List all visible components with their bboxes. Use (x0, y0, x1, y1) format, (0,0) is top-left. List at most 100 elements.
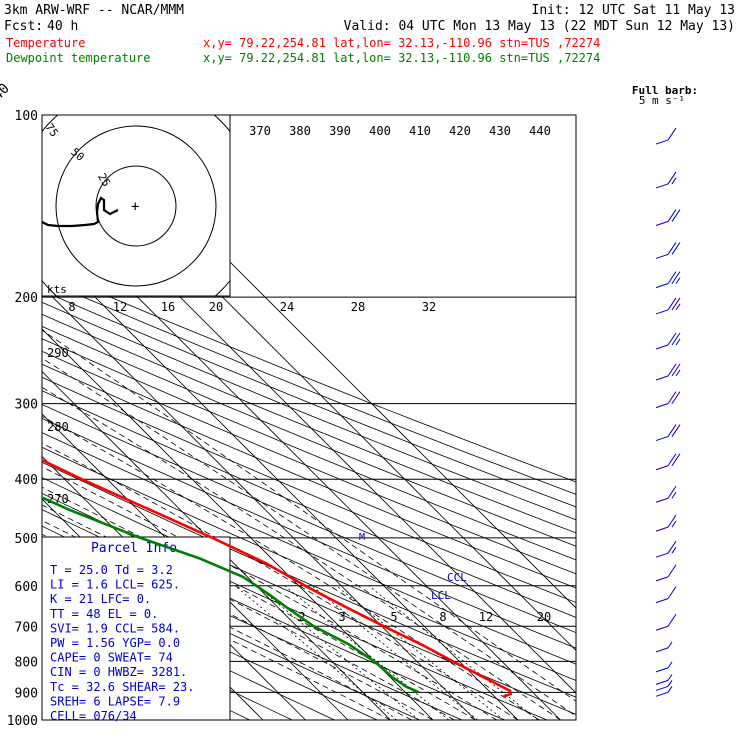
parcel-info-title: Parcel Info (91, 541, 177, 556)
dry-adiabat-line (42, 417, 576, 649)
isotherm-line (42, 370, 391, 720)
dry-adiabat-line (42, 432, 576, 665)
wind-barb (655, 297, 681, 315)
pressure-tick-label: 300 (15, 398, 38, 413)
hodograph-trace (41, 196, 119, 228)
hodograph: 75 50 25 + kts (41, 114, 231, 297)
wind-barb (655, 485, 677, 503)
isotherm-tick-label: 40 (0, 81, 13, 104)
moist-adiabat-line (42, 357, 576, 717)
wind-barb (655, 171, 677, 189)
legend-temperature-name: Temperature (6, 36, 85, 50)
parcel-info-row: TT = 48 EL = 0. (50, 607, 158, 621)
plot-frame (41, 114, 577, 721)
wind-barb (655, 514, 677, 532)
wind-barbs (655, 127, 681, 697)
parcel-info-row: Tc = 32.6 SHEAR= 23. (50, 680, 195, 694)
parcel-info-box: Parcel Info T = 25.0 Td = 3.2LI = 1.6 LC… (41, 536, 231, 723)
legend-temperature-info: x,y= 79.22,254.81 lat,lon= 32.13,-110.96… (203, 36, 600, 50)
wind-barb (655, 686, 673, 697)
wind-barb (655, 332, 681, 350)
isotherm-line (42, 413, 349, 720)
theta-label: 290 (47, 346, 69, 360)
wind-barb (655, 564, 677, 582)
mixing-ratio-lower-label: 8 (439, 610, 446, 624)
valid-time: Valid: 04 UTC Mon 13 May 13 (22 MDT Sun … (344, 19, 735, 34)
theta-e-label: 410 (409, 124, 431, 138)
dry-adiabat-line (42, 363, 576, 589)
wind-barb (655, 586, 677, 604)
hodograph-ring-25: 25 (95, 171, 113, 189)
init-time: Init: 12 UTC Sat 11 May 13 (532, 3, 736, 18)
pressure-tick-label: 100 (15, 109, 38, 124)
parcel-info-row: K = 21 LFC= 0. (50, 592, 151, 606)
theta-e-label: 400 (369, 124, 391, 138)
wind-barb (655, 453, 681, 471)
wind-barb (655, 127, 677, 145)
dewpoint-profile (42, 496, 420, 694)
dry-adiabat-line (42, 461, 576, 698)
dry-adiabat-line (42, 325, 576, 547)
dry-adiabat-line (42, 446, 576, 681)
mixing-ratio-lower-label: 3 (338, 610, 345, 624)
mixing-ratio-line (234, 585, 397, 720)
theta-e-label: 380 (289, 124, 311, 138)
moist-adiabat-line (42, 415, 540, 720)
pressure-tick-label: 900 (15, 686, 38, 701)
wind-barb (655, 641, 673, 653)
pressure-tick-label: 600 (15, 580, 38, 595)
wind-barb (655, 271, 681, 289)
pressure-tick-label: 800 (15, 655, 38, 670)
dry-adiabat-line (42, 278, 576, 495)
mixing-ratio-upper-label: 8 (68, 300, 75, 314)
wind-key-line1: Full barb: (632, 84, 698, 97)
mixing-ratio-line (368, 585, 539, 720)
isotherm-line (42, 328, 434, 720)
parcel-info-row: SVI= 1.9 CCL= 584. (50, 621, 180, 635)
mixing-ratio-lower-label: 12 (479, 610, 493, 624)
isotherm-line (42, 243, 519, 720)
parcel-info-row: CAPE= 0 SWEAT= 74 (50, 651, 173, 665)
wind-barb (655, 424, 681, 442)
theta-e-label: 390 (329, 124, 351, 138)
theta-e-label: 430 (489, 124, 511, 138)
pressure-tick-label: 500 (15, 532, 38, 547)
wind-barb (655, 391, 681, 409)
legend-dewpoint-name: Dewpoint temperature (6, 51, 151, 65)
pressure-tick-label: 700 (15, 620, 38, 635)
moist-adiabat-line (42, 442, 519, 720)
parcel-info-row: LI = 1.6 LCL= 625. (50, 578, 180, 592)
lcl-label: LCL (431, 589, 451, 602)
mixing-ratio-upper-label: 28 (351, 300, 365, 314)
mixing-ratio-upper-label: 24 (280, 300, 294, 314)
model-title: 3km ARW-WRF -- NCAR/MMM (4, 3, 184, 18)
parcel-marker: M (359, 532, 365, 543)
wind-barb (655, 674, 673, 685)
pressure-tick-label: 200 (15, 291, 38, 306)
wind-barb (655, 242, 681, 259)
dry-adiabat-line (42, 267, 576, 483)
parcel-info-row: PW = 1.56 YGP= 0.0 (50, 636, 180, 650)
pressure-tick-label: 400 (15, 473, 38, 488)
theta-e-label: 440 (529, 124, 551, 138)
mixing-ratio-lower-label: 5 (390, 610, 397, 624)
dry-adiabat-line (42, 350, 576, 575)
temperature-profile (42, 458, 513, 698)
parcel-info-row: CELL= 076/34 (50, 709, 137, 723)
pressure-axis-labels: 100 200 300 400 500 600 700 800 900 1000 (7, 109, 38, 729)
theta-label: 280 (47, 420, 69, 434)
wind-barb (655, 209, 681, 227)
dry-adiabat-line (42, 403, 576, 634)
theta-e-label: 370 (249, 124, 271, 138)
dry-adiabat-line (42, 390, 576, 618)
forecast-hour: 40 h (47, 19, 78, 34)
hodograph-ring-75: 75 (43, 121, 61, 139)
parcel-info-row: SREH= 6 LAPSE= 7.9 (50, 694, 180, 708)
hodograph-unit: kts (47, 283, 67, 296)
legend-dewpoint-info: x,y= 79.22,254.81 lat,lon= 32.13,-110.96… (203, 51, 600, 65)
dry-adiabat-line (42, 578, 335, 720)
forecast-label: Fcst: (4, 19, 43, 34)
isotherm-labels: -80-70-60-50-40-30-20-10010203040 (0, 81, 13, 104)
